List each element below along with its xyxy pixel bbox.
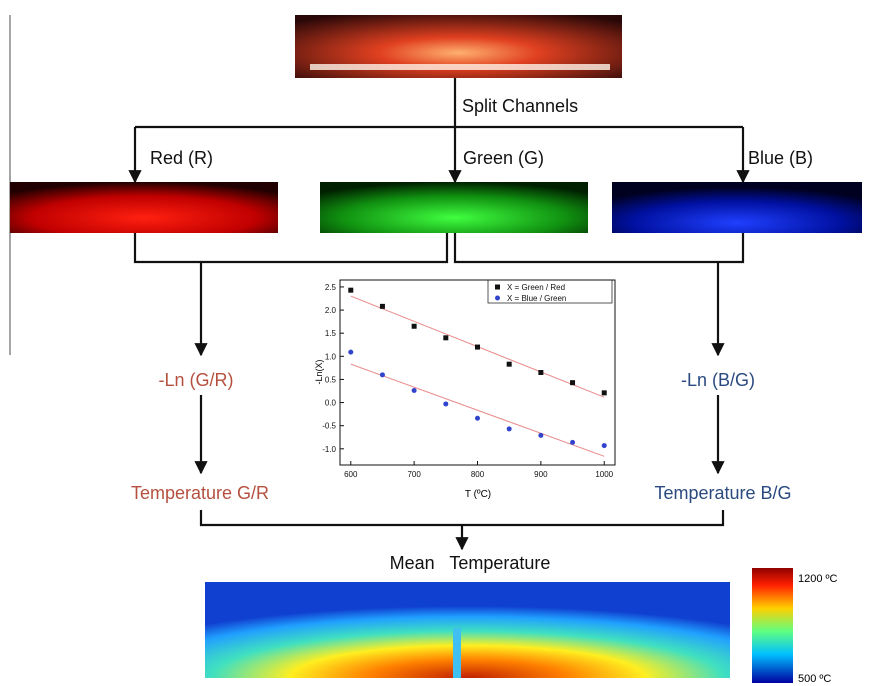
y-axis-label: -Ln(X) [314,359,324,384]
scale-label: 500 ºC [798,673,831,685]
y-tick-label: -1.0 [322,445,336,454]
data-point [601,443,607,449]
data-point [348,287,354,293]
data-point [379,303,385,309]
image-detail [310,64,610,70]
connector [135,78,743,129]
label: -Ln (G/R) [158,370,233,390]
connector [199,510,725,527]
label: Split Channels [462,96,578,116]
label: Blue (B) [748,148,813,168]
connectors [128,78,750,551]
legend-label: X = Blue / Green [507,294,566,303]
green-channel-image [320,182,588,233]
legend-label: X = Green / Red [507,283,565,292]
image-detail [453,628,461,678]
red-channel-image [10,182,278,233]
legend-marker [495,284,500,290]
data-point [538,370,544,375]
scale-label: 1200 ºC [798,573,838,585]
data-point [443,335,449,341]
label: Temperature B/G [654,483,791,503]
connector [133,233,745,264]
y-tick-label: 0.5 [325,375,337,384]
x-axis-label: T (ºC) [465,489,491,500]
label: -Ln (B/G) [681,370,755,390]
data-point [601,390,607,396]
data-point [379,372,385,378]
y-tick-label: -0.5 [322,422,336,431]
data-point [411,388,417,394]
data-point [506,361,512,367]
calibration-chart: T (ºC) -Ln(X) 600 700 800 900 1000 2.5 2.0 1.5 1… [314,279,616,500]
data-point [570,380,576,386]
y-tick-label: 2.0 [325,306,337,315]
label: Temperature G/R [131,483,269,503]
data-point [348,349,354,355]
x-tick-label: 1000 [595,470,613,479]
y-tick-label: 0.0 [325,399,337,408]
y-tick-label: 2.5 [325,283,337,292]
y-tick-label: 1.5 [325,329,337,338]
temperature-map [205,582,730,678]
color-scale [752,568,793,683]
legend-marker [495,295,500,301]
x-tick-label: 600 [344,470,358,479]
data-point [443,401,449,407]
fit-line [350,363,605,457]
label: Mean Temperature [390,553,551,573]
x-tick-label: 700 [407,470,421,479]
legend-box [487,279,613,304]
x-tick-label: 900 [534,470,548,479]
data-point [475,344,480,350]
label: Green (G) [463,148,544,168]
data-point [570,439,576,445]
blue-channel-image [612,182,862,233]
data-point [506,426,512,432]
data-point [538,432,544,438]
y-tick-label: 1.0 [325,352,337,361]
x-tick-label: 800 [471,470,485,479]
data-point [411,323,417,329]
data-point [475,415,480,421]
label: Red (R) [150,148,213,168]
